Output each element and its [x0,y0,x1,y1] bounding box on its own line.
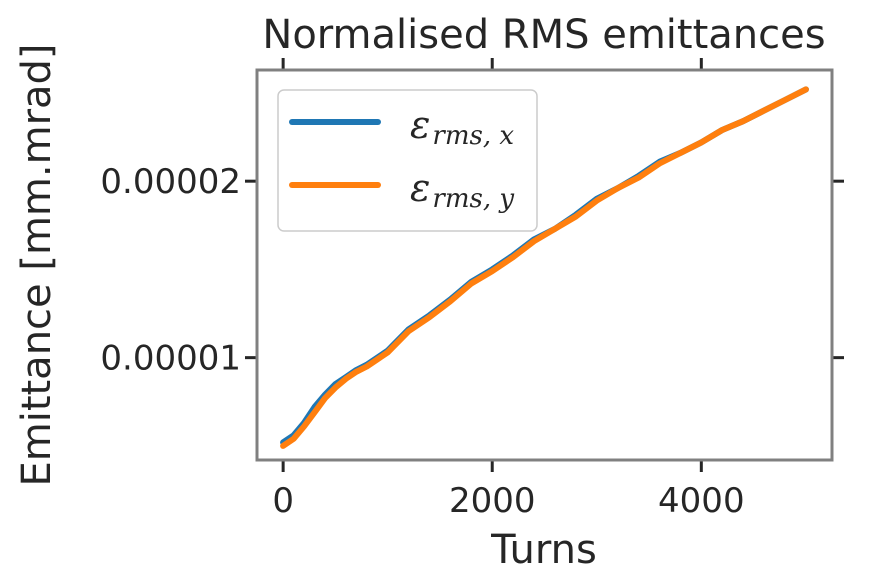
x-tick-label: 2000 [449,481,536,521]
legend-box [277,89,538,232]
plot-frame [255,68,834,462]
legend-label-y: εrms, y [410,166,514,214]
legend: εrms, x εrms, y [277,89,538,232]
axis-ticks: 0 2000 4000 0.00001 0.00002 [100,58,844,521]
x-tick-label: 4000 [658,481,745,521]
x-axis-label: Turns [490,527,597,573]
legend-label-x: εrms, x [410,103,514,151]
chart-title: Normalised RMS emittances [262,12,825,58]
plot-lines [280,86,809,449]
y-axis-label: Emittance [mm.mrad] [14,43,60,486]
y-tick-label: 0.00002 [100,162,241,202]
series-line-y [280,86,809,449]
y-tick-label: 0.00001 [100,339,241,379]
x-tick-label: 0 [272,481,294,521]
